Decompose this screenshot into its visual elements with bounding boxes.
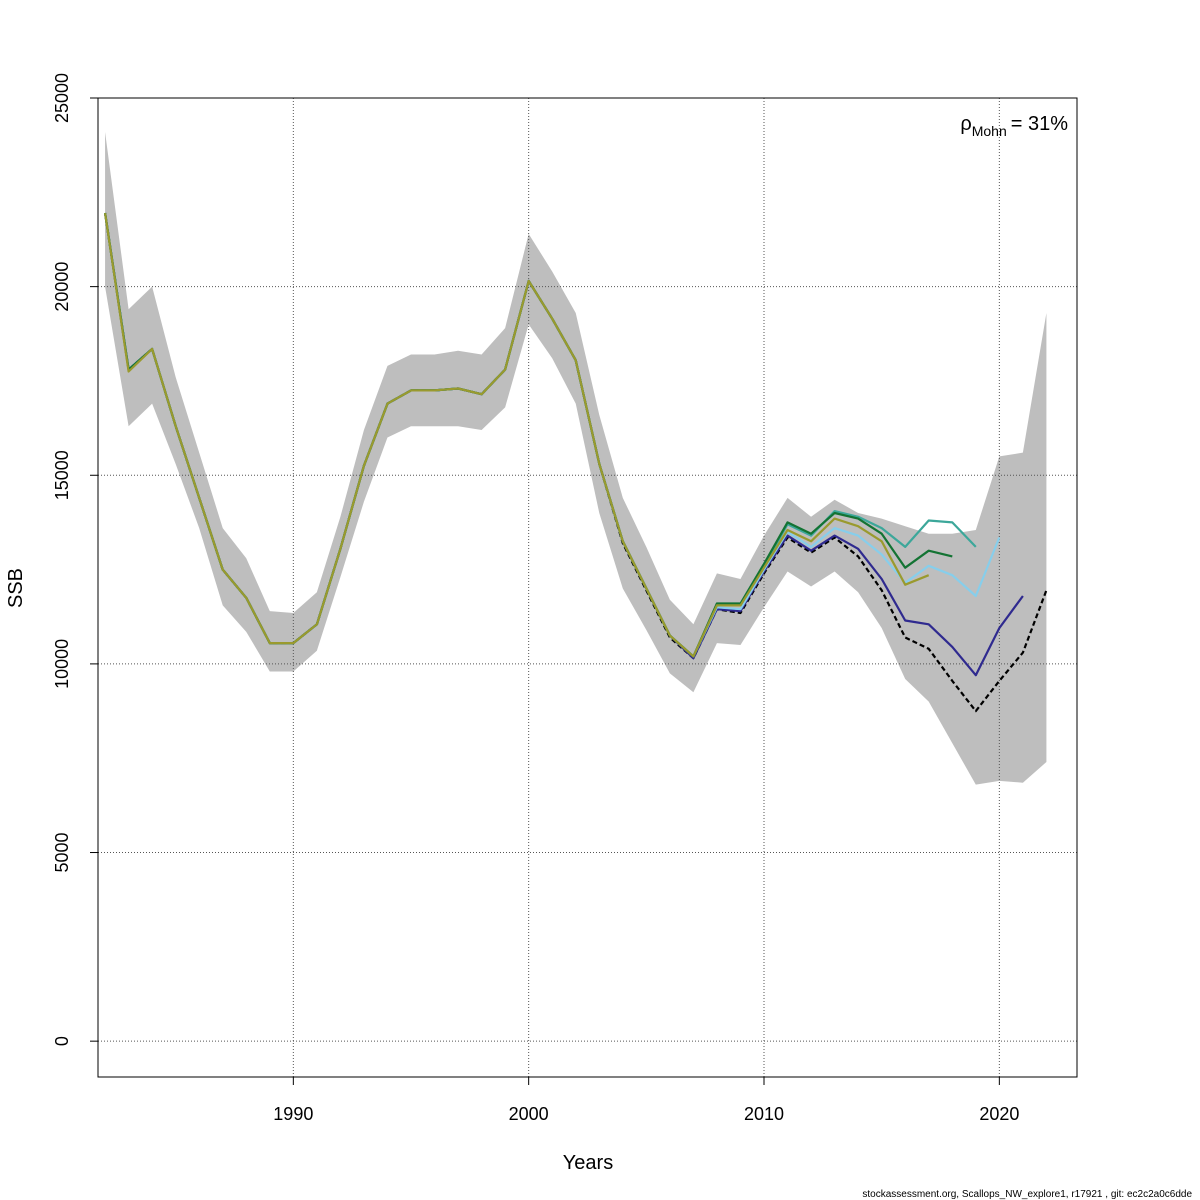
x-tick-label-2020: 2020 bbox=[979, 1104, 1019, 1124]
x-tick-label-1990: 1990 bbox=[273, 1104, 313, 1124]
confidence-band-layer bbox=[105, 131, 1047, 785]
y-axis-title: SSB bbox=[5, 568, 27, 608]
mohn-rho-subscript: Mohn bbox=[972, 123, 1007, 139]
mohn-rho-value: = 31% bbox=[1011, 113, 1068, 135]
series-layer bbox=[104, 212, 1048, 713]
footer-credit: stockassessment.org, Scallops_NW_explore… bbox=[862, 1189, 1192, 1200]
y-tick-label-10000: 10000 bbox=[52, 639, 72, 689]
confidence-band bbox=[105, 131, 1047, 785]
series-line-6 bbox=[104, 212, 930, 658]
y-tick-label-0: 0 bbox=[52, 1036, 72, 1046]
y-tick-label-5000: 5000 bbox=[52, 833, 72, 873]
axis-layer: 1990 2000 2010 2020 0 5000 10000 15000 20000 2500… bbox=[52, 73, 1078, 1124]
y-tick-label-15000: 15000 bbox=[52, 450, 72, 500]
mohn-rho-symbol: ρ bbox=[960, 113, 971, 135]
x-tick-label-2000: 2000 bbox=[509, 1104, 549, 1124]
y-tick-label-20000: 20000 bbox=[52, 262, 72, 312]
mohn-rho-annotation: ρMohn = 31% bbox=[960, 113, 1068, 139]
plot-frame bbox=[97, 97, 1078, 1078]
y-tick-label-25000: 25000 bbox=[52, 73, 72, 123]
x-tick-label-2010: 2010 bbox=[744, 1104, 784, 1124]
x-axis-title: Years bbox=[563, 1152, 613, 1174]
